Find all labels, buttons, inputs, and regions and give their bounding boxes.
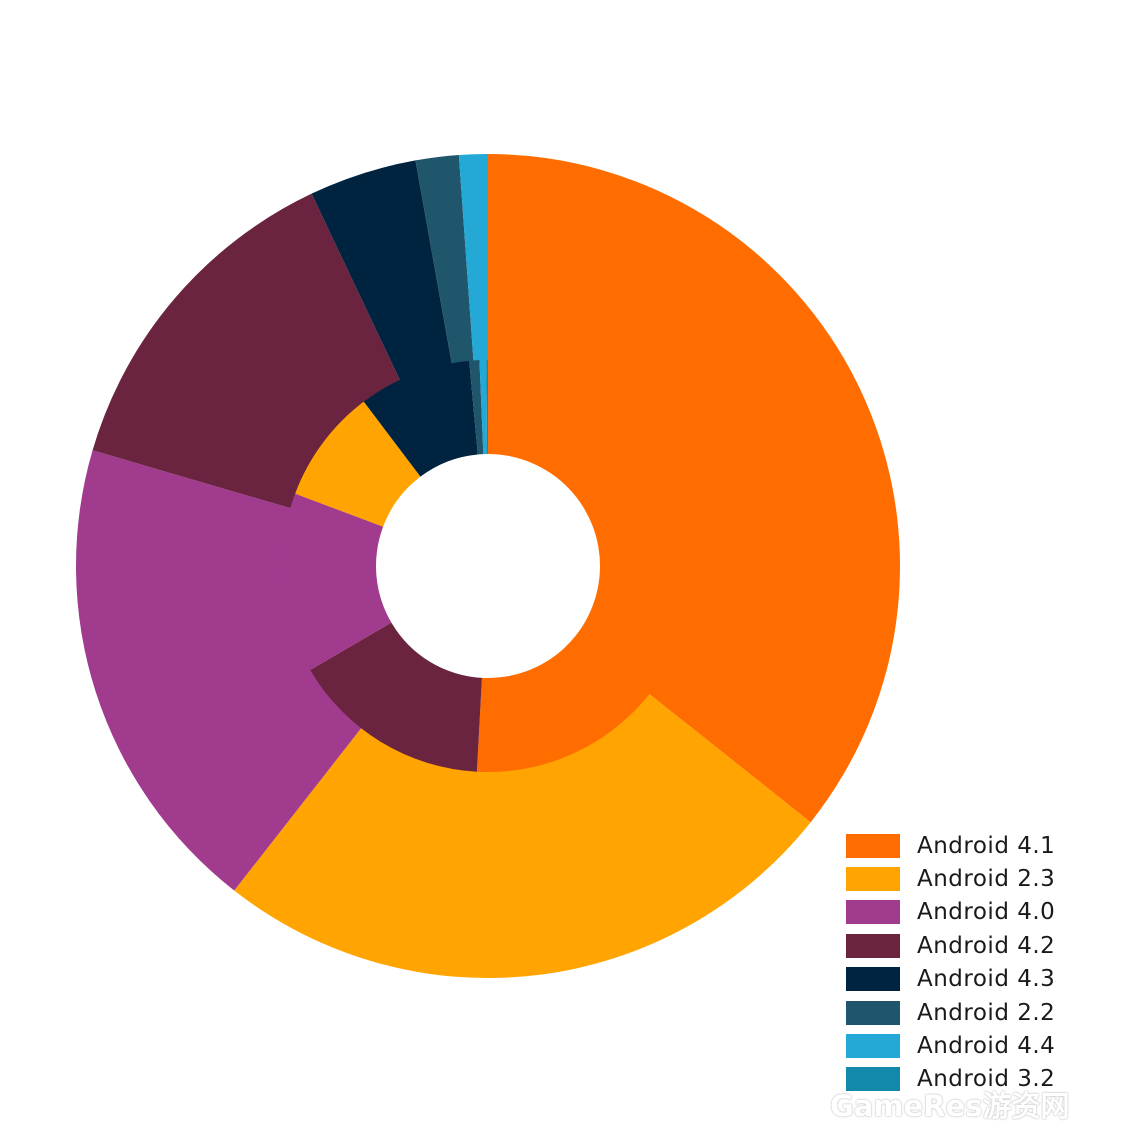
legend-item-android-4-0[interactable]: Android 4.0 [846,896,1055,929]
slice-outer-android-4-4[interactable] [458,154,488,362]
slice-outer-android-2-3[interactable] [234,693,811,979]
watermark: GameRes游资网 [830,1089,1070,1123]
legend-item-android-4-4[interactable]: Android 4.4 [846,1029,1055,1062]
slice-outer-android-4-2[interactable] [92,193,401,509]
legend-item-android-2-3[interactable]: Android 2.3 [846,862,1055,895]
inner-ring [282,360,694,772]
legend-swatch [846,833,900,858]
legend-swatch [846,1067,900,1092]
legend-swatch [846,867,900,892]
legend-label: Android 4.4 [917,1033,1056,1060]
legend-label: Android 4.3 [917,966,1056,993]
slice-outer-android-2-2[interactable] [415,155,474,365]
slice-inner-android-4-2[interactable] [310,622,482,772]
legend-item-android-4-2[interactable]: Android 4.2 [846,929,1055,962]
slice-inner-android-2-2[interactable] [469,360,484,455]
slice-outer-android-4-0[interactable] [75,450,362,891]
legend-label: Android 2.3 [917,866,1056,893]
legend-label: Android 2.2 [917,999,1056,1026]
legend-swatch [846,900,900,925]
legend-label: Android 3.2 [917,1066,1056,1093]
legend-item-android-4-1[interactable]: Android 4.1 [846,829,1055,862]
outer-ring [75,154,900,979]
slice-inner-android-2-3[interactable] [295,401,421,527]
legend-item-android-2-2[interactable]: Android 2.2 [846,996,1055,1029]
slice-inner-android-3-2[interactable] [486,360,488,455]
slice-inner-android-4-0[interactable] [282,493,392,670]
legend: Android 4.1 Android 2.3 Android 4.0 Andr… [846,829,1055,1096]
legend-swatch [846,1000,900,1025]
legend-item-android-4-3[interactable]: Android 4.3 [846,963,1055,996]
legend-label: Android 4.2 [917,932,1056,959]
slice-inner-android-4-3[interactable] [363,360,478,477]
slice-inner-android-4-1[interactable] [476,360,694,772]
slice-outer-android-4-3[interactable] [311,160,452,381]
slice-inner-android-4-4[interactable] [479,360,488,455]
legend-swatch [846,933,900,958]
legend-label: Android 4.0 [917,899,1056,926]
legend-swatch [846,967,900,992]
legend-item-android-3-2[interactable]: Android 3.2 [846,1063,1055,1096]
legend-label: Android 4.1 [917,832,1056,859]
legend-swatch [846,1034,900,1059]
slice-outer-android-4-1[interactable] [488,154,900,823]
